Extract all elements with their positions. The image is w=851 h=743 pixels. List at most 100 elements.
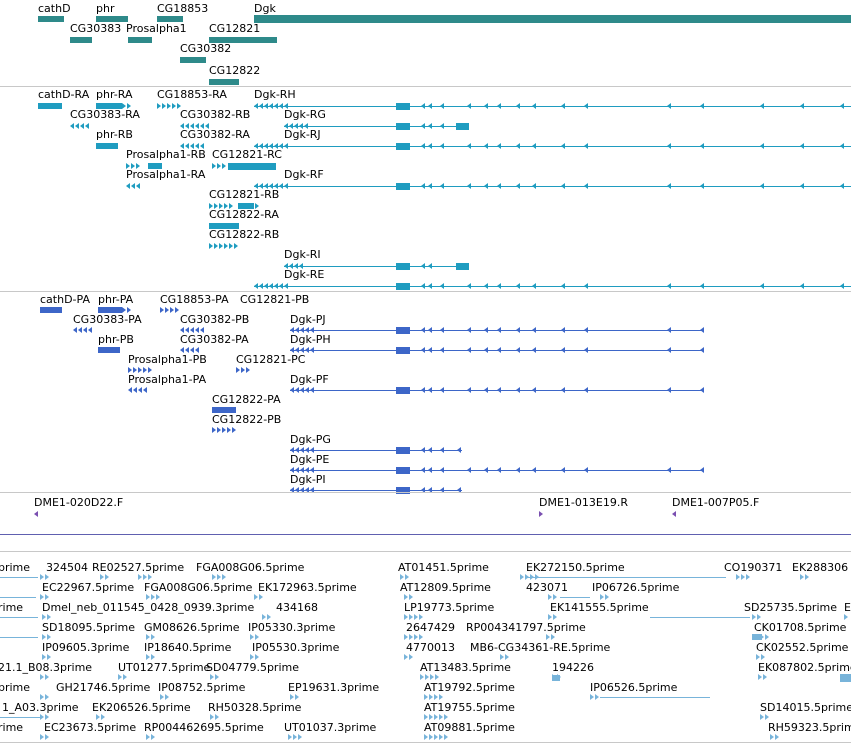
exon[interactable] <box>96 103 122 109</box>
protein-label-phr-pb[interactable]: phr-PB <box>98 333 134 346</box>
est-label-ut01277-5prime[interactable]: UT01277.5prime <box>118 661 211 674</box>
protein-label-cathd-pa[interactable]: cathD-PA <box>40 293 90 306</box>
gene-feature[interactable] <box>157 16 183 22</box>
transcript-label-cg12821-rc[interactable]: CG12821-RC <box>212 148 282 161</box>
est-label-at19792-5prime[interactable]: AT19792.5prime <box>424 681 515 694</box>
transcript-label-cg12822-ra[interactable]: CG12822-RA <box>209 208 279 221</box>
protein-label-phr-pa[interactable]: phr-PA <box>98 293 134 306</box>
gene-label-cathd[interactable]: cathD <box>38 2 71 15</box>
est-label-ek141555-5prime[interactable]: EK141555.5prime <box>550 601 649 614</box>
transcript-label-dgk-rg[interactable]: Dgk-RG <box>284 108 326 121</box>
clone-label-dme1-007p05-f[interactable]: DME1-007P05.F <box>672 496 760 509</box>
gene-label-cg12821[interactable]: CG12821 <box>209 22 261 35</box>
gene-feature[interactable] <box>128 37 152 43</box>
est-feature[interactable] <box>840 674 851 682</box>
est-label-ip05330-3prime[interactable]: IP05330.3prime <box>248 621 336 634</box>
protein-label-cg18853-pa[interactable]: CG18853-PA <box>160 293 229 306</box>
est-label-ip05530-3prime[interactable]: IP05530.3prime <box>252 641 340 654</box>
est-label-ip06726-5prime[interactable]: IP06726.5prime <box>592 581 680 594</box>
est-label-ck02552-5prime[interactable]: CK02552.5prime <box>756 641 849 654</box>
est-label-sd04779-5prime[interactable]: SD04779.5prime <box>206 661 299 674</box>
est-label-gh21746-5prime[interactable]: GH21746.5prime <box>56 681 151 694</box>
exon[interactable] <box>40 307 62 313</box>
gene-feature[interactable] <box>254 15 851 23</box>
est-label-4770013[interactable]: 4770013 <box>406 641 455 654</box>
est-label-e[interactable]: E <box>844 601 851 614</box>
gene-label-cg30383[interactable]: CG30383 <box>70 22 122 35</box>
protein-label-cg30382-pb[interactable]: CG30382-PB <box>180 313 250 326</box>
est-label-ec23673-5prime[interactable]: EC23673.5prime <box>44 721 137 734</box>
protein-label-prosalpha1-pa[interactable]: Prosalpha1-PA <box>128 373 207 386</box>
est-label-ep19631-3prime[interactable]: EP19631.3prime <box>288 681 380 694</box>
exon[interactable] <box>396 347 410 354</box>
exon[interactable] <box>396 387 410 394</box>
protein-label-cg12822-pa[interactable]: CG12822-PA <box>212 393 281 406</box>
exon[interactable] <box>148 163 162 169</box>
transcript-label-phr-rb[interactable]: phr-RB <box>96 128 133 141</box>
est-label-ut01037-3prime[interactable]: UT01037.3prime <box>284 721 377 734</box>
exon[interactable] <box>456 263 469 270</box>
gene-feature[interactable] <box>96 16 128 22</box>
est-label-434168[interactable]: 434168 <box>276 601 318 614</box>
est-label-ip08752-5prime[interactable]: IP08752.5prime <box>158 681 246 694</box>
est-label-fga008g06-5prime[interactable]: FGA008G06.5prime <box>144 581 253 594</box>
exon[interactable] <box>396 123 410 130</box>
est-label-mb6-cg34361-re-5prime[interactable]: MB6-CG34361-RE.5prime <box>470 641 611 654</box>
transcript-label-cg30382-ra[interactable]: CG30382-RA <box>180 128 250 141</box>
exon[interactable] <box>38 103 62 109</box>
est-label-lp19773-5prime[interactable]: LP19773.5prime <box>404 601 495 614</box>
protein-label-cg30383-pa[interactable]: CG30383-PA <box>73 313 142 326</box>
protein-label-prosalpha1-pb[interactable]: Prosalpha1-PB <box>128 353 207 366</box>
est-label-rh50328-5prime[interactable]: RH50328.5prime <box>208 701 302 714</box>
protein-label-dgk-ph[interactable]: Dgk-PH <box>290 333 331 346</box>
est-label-at13483-5prime[interactable]: AT13483.5prime <box>420 661 511 674</box>
exon[interactable] <box>396 467 410 474</box>
est-label-194226[interactable]: 194226 <box>552 661 594 674</box>
protein-label-cg12821-pc[interactable]: CG12821-PC <box>236 353 306 366</box>
gene-label-phr[interactable]: phr <box>96 2 115 15</box>
transcript-label-cg12821-rb[interactable]: CG12821-RB <box>209 188 280 201</box>
protein-label-dgk-pe[interactable]: Dgk-PE <box>290 453 330 466</box>
gene-feature[interactable] <box>209 37 277 43</box>
est-label-ek288306[interactable]: EK288306 <box>792 561 849 574</box>
est-label-rp004462695-5prime[interactable]: RP004462695.5prime <box>144 721 264 734</box>
transcript-label-dgk-rh[interactable]: Dgk-RH <box>254 88 296 101</box>
gene-label-cg30382[interactable]: CG30382 <box>180 42 232 55</box>
est-feature[interactable] <box>552 675 560 681</box>
est-label-21-1-b08-3prime[interactable]: 21.1_B08.3prime <box>0 661 93 674</box>
exon[interactable] <box>396 263 410 270</box>
est-label-324504[interactable]: 324504 <box>46 561 88 574</box>
est-label-rime[interactable]: rime <box>0 601 24 614</box>
est-label-1-a03-3prime[interactable]: 1_A03.3prime <box>2 701 79 714</box>
est-label-423071[interactable]: 423071 <box>526 581 568 594</box>
est-label-gm08626-5prime[interactable]: GM08626.5prime <box>144 621 240 634</box>
protein-label-dgk-pj[interactable]: Dgk-PJ <box>290 313 326 326</box>
est-label-co190371[interactable]: CO190371 <box>724 561 783 574</box>
est-label-prime[interactable]: prime <box>0 561 31 574</box>
exon[interactable] <box>396 143 410 150</box>
transcript-label-cg30382-rb[interactable]: CG30382-RB <box>180 108 251 121</box>
exon[interactable] <box>396 183 410 190</box>
exon[interactable] <box>396 487 410 494</box>
exon[interactable] <box>396 103 410 110</box>
est-label-ek272150-5prime[interactable]: EK272150.5prime <box>526 561 625 574</box>
gene-label-dgk[interactable]: Dgk <box>254 2 276 15</box>
gene-label-cg12822[interactable]: CG12822 <box>209 64 261 77</box>
est-label-fga008g06-5prime[interactable]: FGA008G06.5prime <box>196 561 305 574</box>
protein-label-dgk-pf[interactable]: Dgk-PF <box>290 373 329 386</box>
est-label-ek206526-5prime[interactable]: EK206526.5prime <box>92 701 191 714</box>
est-label-at09881-5prime[interactable]: AT09881.5prime <box>424 721 515 734</box>
est-label-rh59323-5prime[interactable]: RH59323.5prime <box>768 721 851 734</box>
est-label-at19755-5prime[interactable]: AT19755.5prime <box>424 701 515 714</box>
est-label-prime[interactable]: prime <box>0 681 31 694</box>
protein-label-dgk-pi[interactable]: Dgk-PI <box>290 473 326 486</box>
transcript-label-phr-ra[interactable]: phr-RA <box>96 88 133 101</box>
transcript-label-cg30383-ra[interactable]: CG30383-RA <box>70 108 140 121</box>
est-label-sd18095-5prime[interactable]: SD18095.5prime <box>42 621 135 634</box>
transcript-label-dgk-rf[interactable]: Dgk-RF <box>284 168 324 181</box>
protein-label-cg12821-pb[interactable]: CG12821-PB <box>240 293 310 306</box>
transcript-label-dgk-ri[interactable]: Dgk-RI <box>284 248 321 261</box>
est-label-rime[interactable]: rime <box>0 721 24 734</box>
exon[interactable] <box>228 163 276 170</box>
